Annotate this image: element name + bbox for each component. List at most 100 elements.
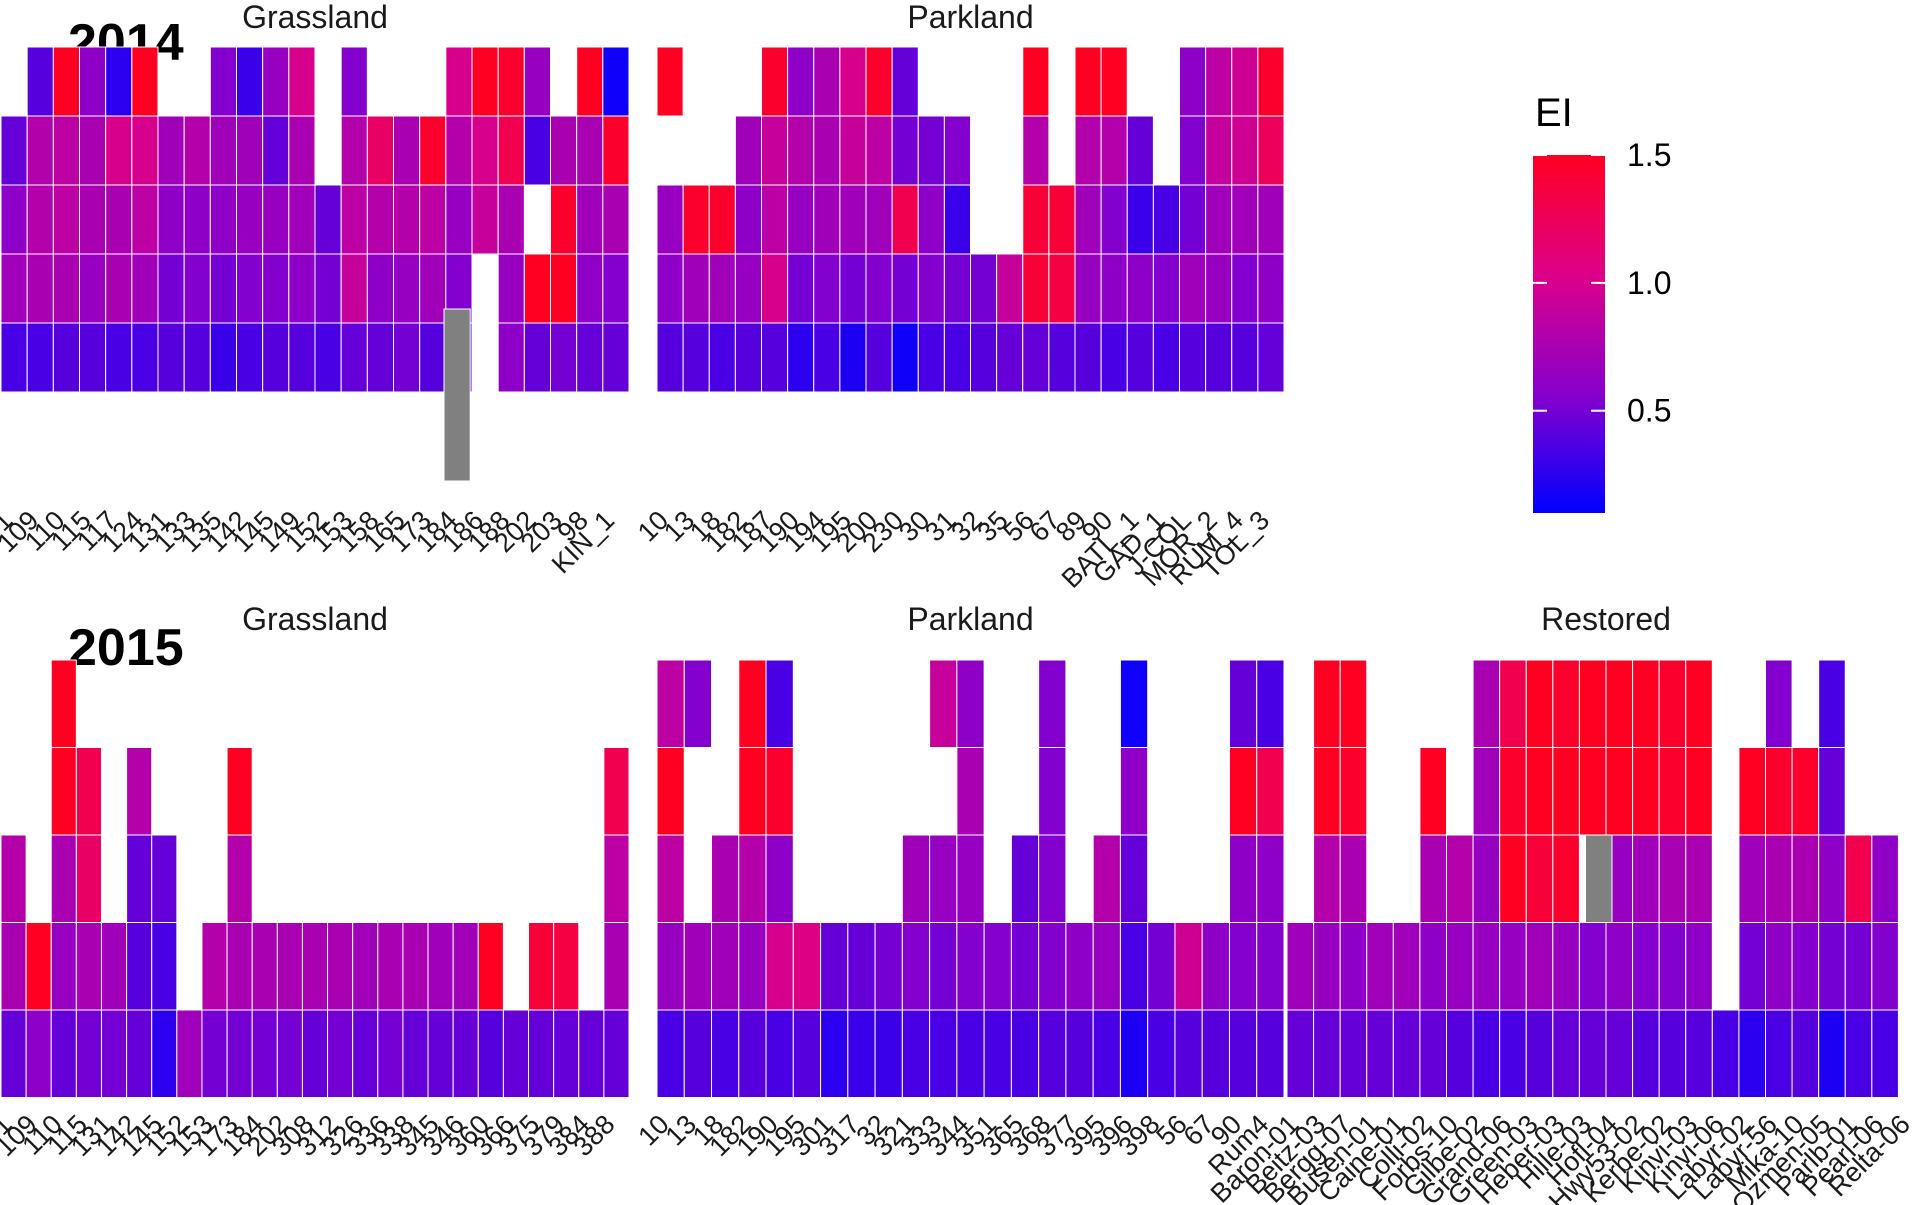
heatmap-cell [131, 322, 159, 393]
heatmap-cell [209, 253, 238, 324]
heatmap-cell [917, 253, 945, 324]
heatmap-cell [1499, 747, 1527, 836]
heatmap-cell [917, 184, 945, 255]
heatmap-cell [1685, 834, 1713, 923]
heatmap-cell [1092, 834, 1121, 923]
heatmap-cell [839, 115, 867, 186]
heatmap-cell [1286, 1009, 1315, 1098]
heatmap-cell [1092, 1009, 1121, 1098]
panel-2015: 2015 Grassland101109110115131142145152153… [0, 601, 1916, 1205]
heatmap-cell [1366, 922, 1394, 1011]
heatmap-cell [1231, 46, 1259, 117]
heatmap-cell [820, 922, 849, 1011]
heatmap-cell [105, 322, 133, 393]
heatmap-cell [1472, 922, 1501, 1011]
heatmap-cell [151, 834, 178, 923]
heatmap-cell [1605, 922, 1634, 1011]
heatmap-cell [711, 834, 740, 923]
heatmap-cell [157, 253, 185, 324]
heatmap-cell [251, 1009, 278, 1098]
heatmap-cell [1100, 115, 1128, 186]
heatmap-cell [301, 922, 329, 1011]
heatmap-cell [1765, 834, 1793, 923]
heatmap-cell [26, 46, 54, 117]
heatmap-cell [603, 834, 630, 923]
heatmap-cell [1257, 184, 1285, 255]
facet-grassland-2014: Grassland1011091101151171241311331351421… [0, 0, 630, 579]
legend-tick-label: 0.5 [1627, 393, 1671, 429]
heatmap-cell [1065, 922, 1094, 1011]
heatmap-cell [656, 659, 685, 748]
heatmap-cell [471, 184, 499, 255]
heatmap-cell [865, 184, 893, 255]
heatmap-cell [1205, 184, 1233, 255]
heatmap-cell [452, 922, 479, 1011]
heatmap-cell [956, 922, 985, 1011]
heatmap-cell [929, 834, 958, 923]
heatmap-cell [943, 184, 972, 255]
heatmap-cell [126, 922, 153, 1011]
heatmap-cell [891, 322, 919, 393]
heatmap-cell [314, 184, 342, 255]
heatmap-cell [1658, 922, 1687, 1011]
heatmap-cell [738, 659, 767, 748]
heatmap-cell [523, 322, 552, 393]
heatmap-cell [917, 115, 945, 186]
heatmap-cell [25, 922, 52, 1011]
heatmap-cell [1525, 747, 1554, 836]
heatmap-cell [765, 834, 794, 923]
heatmap-cell [209, 322, 238, 393]
panel-2014: 2014 Grassland101109110115117124131133135… [0, 0, 1285, 594]
heatmap-cell [52, 46, 81, 117]
heatmap-cell [1765, 747, 1793, 836]
heatmap-cell [1366, 1009, 1394, 1098]
heatmap-cell [528, 922, 555, 1011]
heatmap-cell [157, 184, 185, 255]
heatmap-cell [738, 1009, 767, 1098]
heatmap-cell [1871, 834, 1899, 923]
heatmap-cell [1100, 253, 1128, 324]
heatmap-cell [901, 922, 931, 1011]
heatmap-cell [1552, 1009, 1580, 1098]
heatmap-cell [50, 747, 77, 836]
heatmap-cell [1179, 253, 1207, 324]
heatmap-cell [553, 922, 580, 1011]
heatmap-cell [1499, 834, 1527, 923]
heatmap-cell [1765, 922, 1793, 1011]
heatmap-cell [1257, 46, 1285, 117]
heatmap-cell [1419, 747, 1448, 836]
na-cell [1585, 834, 1613, 923]
heatmap-cell [1126, 115, 1154, 186]
heatmap-cell [340, 322, 368, 393]
heatmap-cell [79, 322, 107, 393]
heatmap-cell [1552, 747, 1580, 836]
heatmap-cell [1256, 1009, 1285, 1098]
heatmap-cell [711, 1009, 740, 1098]
heatmap-cell [761, 322, 789, 393]
heatmap-cell [656, 922, 685, 1011]
heatmap-cell [683, 1009, 713, 1098]
heatmap-cell [1231, 115, 1259, 186]
heatmap-cell [765, 659, 794, 748]
heatmap-cell [901, 834, 931, 923]
heatmap-cell [105, 184, 133, 255]
heatmap-cell [1791, 922, 1820, 1011]
heatmap-cell [865, 46, 893, 117]
heatmap-cell [1605, 659, 1634, 748]
heatmap-cell [52, 115, 81, 186]
heatmap-cell [970, 253, 998, 324]
legend-tick-label: 1.0 [1627, 265, 1671, 301]
heatmap-cell [550, 322, 578, 393]
heatmap-cell [377, 922, 404, 1011]
heatmap-cell [427, 922, 454, 1011]
heatmap-cell [1658, 659, 1687, 748]
heatmap-cell [683, 922, 713, 1011]
heatmap-cell [943, 322, 972, 393]
heatmap-cell [276, 922, 303, 1011]
heatmap-cell [1632, 922, 1660, 1011]
heatmap-cell [1472, 659, 1501, 748]
heatmap-cell [576, 322, 604, 393]
heatmap-cell [683, 659, 713, 748]
heatmap-cell [576, 184, 604, 255]
heatmap-cell [1339, 659, 1368, 748]
